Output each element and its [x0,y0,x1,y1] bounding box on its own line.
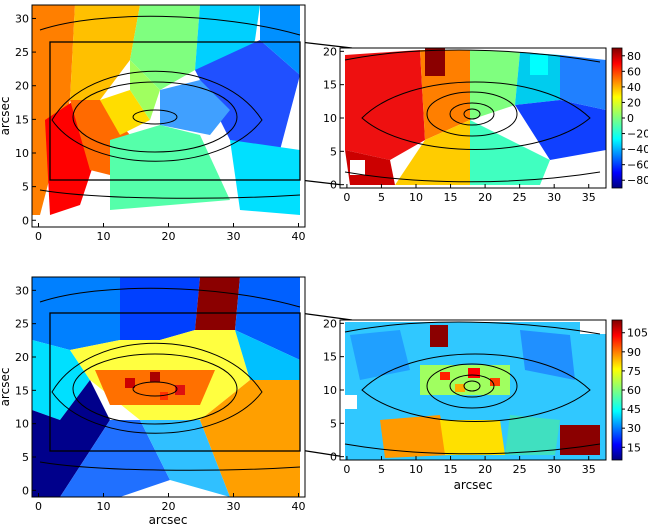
y-tick-label: 5 [330,417,337,430]
x-tick-label: 40 [292,500,306,513]
ticks-bottom-right: 0 5 10 15 20 25 30 35 0 5 10 15 20 [323,317,596,476]
x-tick-label: 25 [513,463,527,476]
contours-top-left [39,15,301,199]
x-tick-label: 20 [162,500,176,513]
colorbar-tick-label: 105 [627,327,648,340]
x-tick-label: 0 [35,230,42,243]
ticks-bottom-left: 0 10 20 30 40 0 5 10 15 20 25 30 [15,284,306,513]
ticks-top-left: 0 10 20 30 40 0 5 10 15 20 25 30 [15,12,306,243]
colorbar-tick-label: −20 [627,128,648,141]
colorbar-tick-label: −60 [627,159,648,172]
y-tick-label: 25 [15,318,29,331]
y-tick-label: 10 [323,112,337,125]
panel-top-right: 0 5 10 15 20 25 30 35 0 5 10 15 20 80 60 40 20 0 −20 −40 −6… [323,45,648,204]
y-tick-label: 0 [22,484,29,497]
panel-top-left: 0 10 20 30 40 0 5 10 15 20 25 30 arcsec [0,4,306,243]
x-tick-label: 5 [378,463,385,476]
colorbar-ticks-bottom: 105 90 75 60 45 30 15 [622,327,648,454]
x-tick-label: 30 [547,191,561,204]
panel-bottom-left: 0 10 20 30 40 0 5 10 15 20 25 30 arcsec arcsec [0,276,306,526]
colorbar-tick-label: 40 [627,81,641,94]
x-tick-label: 0 [343,191,350,204]
x-tick-label: 35 [582,463,596,476]
velocity-map-inset [340,48,606,188]
contours-bottom-right [344,321,601,455]
x-tick-label: 10 [97,230,111,243]
dispersion-map-large [32,277,305,497]
y-tick-label: 0 [330,451,337,464]
panel-bottom-right: 0 5 10 15 20 25 30 35 0 5 10 15 20 arcsec 105 90 75 60 4… [323,317,648,492]
colorbar-bottom [611,319,623,461]
y-tick-label: 25 [15,46,29,59]
x-tick-label: 20 [478,463,492,476]
y-tick-label: 0 [22,214,29,227]
colorbar-tick-label: 60 [627,65,641,78]
dispersion-map-inset [340,320,606,460]
y-tick-label: 15 [15,384,29,397]
x-tick-label: 10 [97,500,111,513]
x-tick-label: 30 [547,463,561,476]
y-tick-label: 15 [323,351,337,364]
y-tick-label: 10 [15,418,29,431]
x-tick-label: 10 [409,463,423,476]
inset-box-top [49,41,301,181]
colorbar-tick-label: 90 [627,346,641,359]
x-tick-label: 0 [343,463,350,476]
ticks-top-right: 0 5 10 15 20 25 30 35 0 5 10 15 20 [323,45,596,204]
colorbar-tick-label: 0 [627,112,634,125]
y-tick-label: 15 [323,79,337,92]
x-tick-label: 30 [227,230,241,243]
colorbar-tick-label: 30 [627,422,641,435]
y-tick-label: 30 [15,12,29,25]
x-tick-label: 25 [513,191,527,204]
y-tick-label: 5 [22,451,29,464]
colorbar-ticks-top: 80 60 40 20 0 −20 −40 −60 −80 [622,50,648,187]
x-tick-label: 0 [35,500,42,513]
x-tick-label: 15 [444,463,458,476]
x-tick-label: 20 [478,191,492,204]
colorbar-tick-label: −80 [627,174,648,187]
y-tick-label: 20 [15,351,29,364]
inset-box-bottom [49,312,301,452]
y-tick-label: 20 [15,80,29,93]
colorbar-tick-label: 20 [627,96,641,109]
y-tick-label: 10 [15,147,29,160]
ylabel-top-left: arcsec [0,97,12,136]
xlabel-bottom-left: arcsec [149,513,188,526]
y-tick-label: 30 [15,284,29,297]
x-tick-label: 20 [162,230,176,243]
x-tick-label: 5 [378,191,385,204]
xlabel-bottom-right: arcsec [454,478,493,492]
colorbar-tick-label: 15 [627,441,641,454]
x-tick-label: 10 [409,191,423,204]
y-tick-label: 20 [323,45,337,58]
ylabel-bottom-left: arcsec [0,368,12,407]
colorbar-top [611,47,623,189]
y-tick-label: 5 [330,145,337,158]
colorbar-tick-label: 60 [627,384,641,397]
y-tick-label: 20 [323,317,337,330]
y-tick-label: 0 [330,179,337,192]
colorbar-tick-label: 80 [627,50,641,63]
colorbar-tick-label: 75 [627,365,641,378]
x-tick-label: 30 [227,500,241,513]
x-tick-label: 40 [292,230,306,243]
y-tick-label: 10 [323,384,337,397]
y-tick-label: 5 [22,181,29,194]
contours-bottom-left [39,287,301,471]
x-tick-label: 35 [582,191,596,204]
colorbar-tick-label: −40 [627,143,648,156]
y-tick-label: 15 [15,113,29,126]
colorbar-tick-label: 45 [627,403,641,416]
x-tick-label: 15 [444,191,458,204]
contours-top-right [344,49,601,183]
